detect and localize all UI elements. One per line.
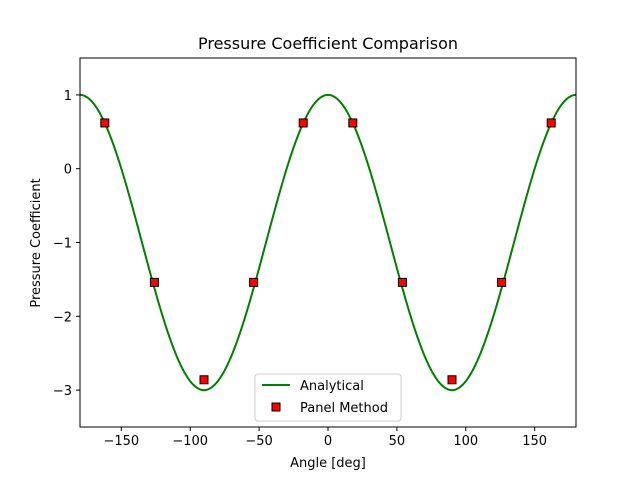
y-axis: 1 0 −1 −2 −3 xyxy=(53,89,80,399)
panel-method-point xyxy=(100,118,110,128)
panel-method-point xyxy=(249,277,259,287)
x-tick-label: −50 xyxy=(245,434,272,449)
panel-method-point xyxy=(447,375,457,385)
x-tick-label: 0 xyxy=(324,434,332,449)
x-tick-label: 100 xyxy=(453,434,478,449)
panel-method-point xyxy=(497,277,507,287)
x-tick-label: −150 xyxy=(103,434,139,449)
y-tick-label: −2 xyxy=(53,310,72,325)
legend: Analytical Panel Method xyxy=(254,373,402,422)
x-axis-label: Angle [deg] xyxy=(290,456,366,471)
legend-analytical-label: Analytical xyxy=(300,379,364,394)
panel-method-point xyxy=(546,118,556,128)
legend-panel-label: Panel Method xyxy=(300,401,388,416)
analytical-series-line xyxy=(79,93,577,392)
x-tick-label: 50 xyxy=(389,434,406,449)
legend-box xyxy=(254,373,402,422)
x-tick-label: 150 xyxy=(522,434,547,449)
y-axis-label: Pressure Coefficient xyxy=(29,178,44,307)
x-axis: −150 −100 −50 0 50 100 150 xyxy=(103,427,547,449)
y-tick-label: 1 xyxy=(64,89,72,104)
chart-title: Pressure Coefficient Comparison xyxy=(198,34,458,53)
y-tick-label: −3 xyxy=(53,384,72,399)
legend-panel-marker xyxy=(271,402,281,412)
panel-method-point xyxy=(348,118,358,128)
panel-method-point xyxy=(149,277,159,287)
panel-method-point xyxy=(199,375,209,385)
panel-method-point xyxy=(397,277,407,287)
y-tick-label: 0 xyxy=(64,163,72,178)
x-tick-label: −100 xyxy=(172,434,208,449)
y-tick-label: −1 xyxy=(53,237,72,252)
panel-method-point xyxy=(298,118,308,128)
